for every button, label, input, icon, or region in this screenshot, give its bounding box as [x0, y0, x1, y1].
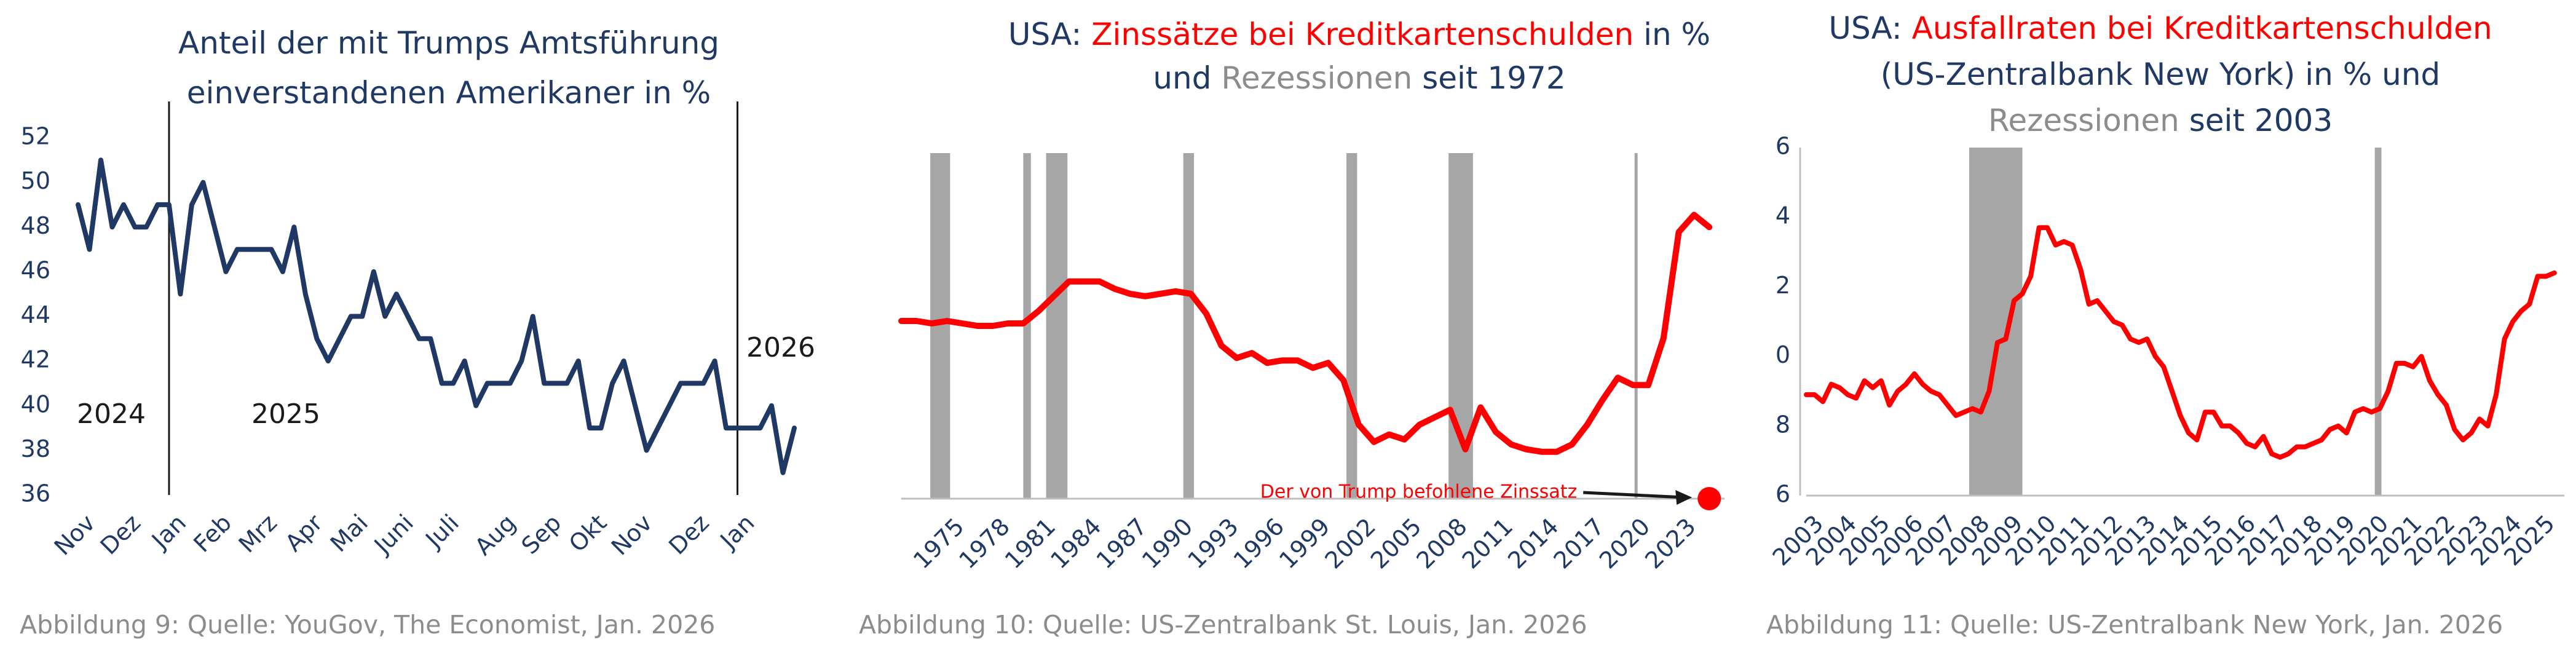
title-part: Rezessionen [1221, 60, 1412, 96]
y-tick-label: 4 [1776, 202, 1790, 229]
x-tick-label: Juli [419, 509, 464, 553]
x-tick-label: Nov [49, 509, 101, 561]
x-tick-label: 1996 [1228, 513, 1290, 574]
title-part: Rezessionen [1988, 103, 2179, 138]
target-dot [1697, 487, 1721, 510]
x-tick-label: 1981 [1000, 513, 1061, 574]
year-annotation: 2026 [746, 332, 815, 363]
x-tick-label: Jan [146, 509, 191, 555]
x-tick-label: 1975 [908, 513, 970, 574]
x-tick-label: 2017 [1548, 513, 1610, 574]
source-caption: Abbildung 11: Quelle: US-Zentralbank New… [1766, 610, 2503, 639]
source-caption: Abbildung 10: Quelle: US-Zentralbank St.… [859, 610, 1587, 639]
title-part: seit 1972 [1412, 60, 1565, 96]
x-tick-label: 2011 [1457, 513, 1519, 574]
x-tick-label: Dez [95, 509, 146, 560]
y-tick-label: 6 [1776, 481, 1790, 508]
y-tick-label: 42 [21, 346, 50, 373]
recession-band [1346, 153, 1357, 499]
x-tick-label: Sep [516, 509, 567, 560]
y-tick-label: 0 [1776, 341, 1790, 368]
title-part: (US-Zentralbank New York) in % und [1881, 57, 2441, 92]
x-tick-label: Aug [470, 509, 521, 561]
y-tick-label: 46 [21, 256, 50, 283]
y-tick-label: 6 [1776, 133, 1790, 160]
y-tick-label: 52 [21, 123, 50, 150]
target-label: Der von Trump befohlene Zinssatz [1260, 481, 1577, 503]
y-tick-label: 2 [1776, 272, 1790, 299]
data-line [1804, 225, 2557, 460]
recession-band [1969, 148, 2023, 496]
title-part: Anteil der mit Trumps Amtsführung [178, 25, 719, 61]
x-tick-label: 1999 [1274, 513, 1335, 574]
recession-band [1023, 153, 1031, 499]
x-tick-label: 2005 [1365, 513, 1427, 574]
y-tick-label: 36 [21, 480, 50, 507]
chart-title: (US-Zentralbank New York) in % und [1881, 57, 2441, 92]
data-line [898, 212, 1713, 455]
recession-band [1634, 153, 1638, 499]
x-tick-label: Feb [188, 509, 237, 558]
x-tick-label: 2002 [1320, 513, 1381, 574]
title-part: seit 2003 [2179, 103, 2333, 138]
x-tick-label: 2020 [1594, 513, 1656, 574]
y-tick-label: 8 [1776, 411, 1790, 438]
x-tick-label: 2014 [1503, 513, 1564, 574]
source-caption: Abbildung 9: Quelle: YouGov, The Economi… [20, 610, 715, 639]
title-part: USA: [1008, 17, 1091, 52]
y-tick-label: 48 [21, 212, 50, 239]
x-tick-label: Okt [564, 509, 612, 557]
recession-band [2374, 148, 2382, 496]
x-tick-label: Nov [606, 509, 658, 561]
x-tick-label: Apr [280, 509, 328, 557]
arrow-head [1675, 490, 1693, 505]
x-tick-label: 2023 [1640, 513, 1701, 574]
x-tick-label: 1984 [1045, 513, 1107, 574]
x-tick-label: Juni [368, 509, 419, 560]
y-tick-label: 50 [21, 167, 50, 194]
y-tick-label: 38 [21, 435, 50, 462]
chart-title: Anteil der mit Trumps Amtsführung [178, 25, 719, 61]
x-tick-label: Mrz [234, 509, 282, 558]
x-tick-label: 2008 [1411, 513, 1472, 574]
chart-title: USA: Ausfallraten bei Kreditkartenschuld… [1828, 10, 2492, 46]
y-tick-label: 40 [21, 390, 50, 418]
chart-title: Rezessionen seit 2003 [1988, 103, 2333, 138]
recession-band [1046, 153, 1068, 499]
x-tick-label: Dez [663, 509, 714, 560]
title-part: in % [1634, 17, 1710, 52]
x-tick-label: Mai [325, 509, 373, 557]
data-line [76, 157, 797, 475]
year-annotation: 2025 [251, 398, 320, 430]
title-part: Ausfallraten bei Kreditkartenschulden [1912, 10, 2492, 46]
x-tick-label: Jan [714, 509, 760, 555]
x-tick-label: 1990 [1137, 513, 1198, 574]
title-part: Zinssätze bei Kreditkartenschulden [1091, 17, 1634, 52]
title-part: einverstandenen Amerikaner in % [187, 75, 711, 111]
recession-band [1183, 153, 1195, 499]
x-tick-label: 1993 [1182, 513, 1244, 574]
chart-title: einverstandenen Amerikaner in % [187, 75, 711, 111]
y-tick-label: 44 [21, 301, 50, 328]
chart-title: USA: Zinssätze bei Kreditkartenschulden … [1008, 17, 1710, 52]
title-part: und [1153, 60, 1221, 96]
x-tick-label: 1987 [1091, 513, 1153, 574]
title-part: USA: [1828, 10, 1911, 46]
x-tick-label: 1978 [954, 513, 1015, 574]
chart-title: und Rezessionen seit 1972 [1153, 60, 1565, 96]
target-arrow [1583, 491, 1685, 499]
year-annotation: 2024 [77, 398, 146, 430]
